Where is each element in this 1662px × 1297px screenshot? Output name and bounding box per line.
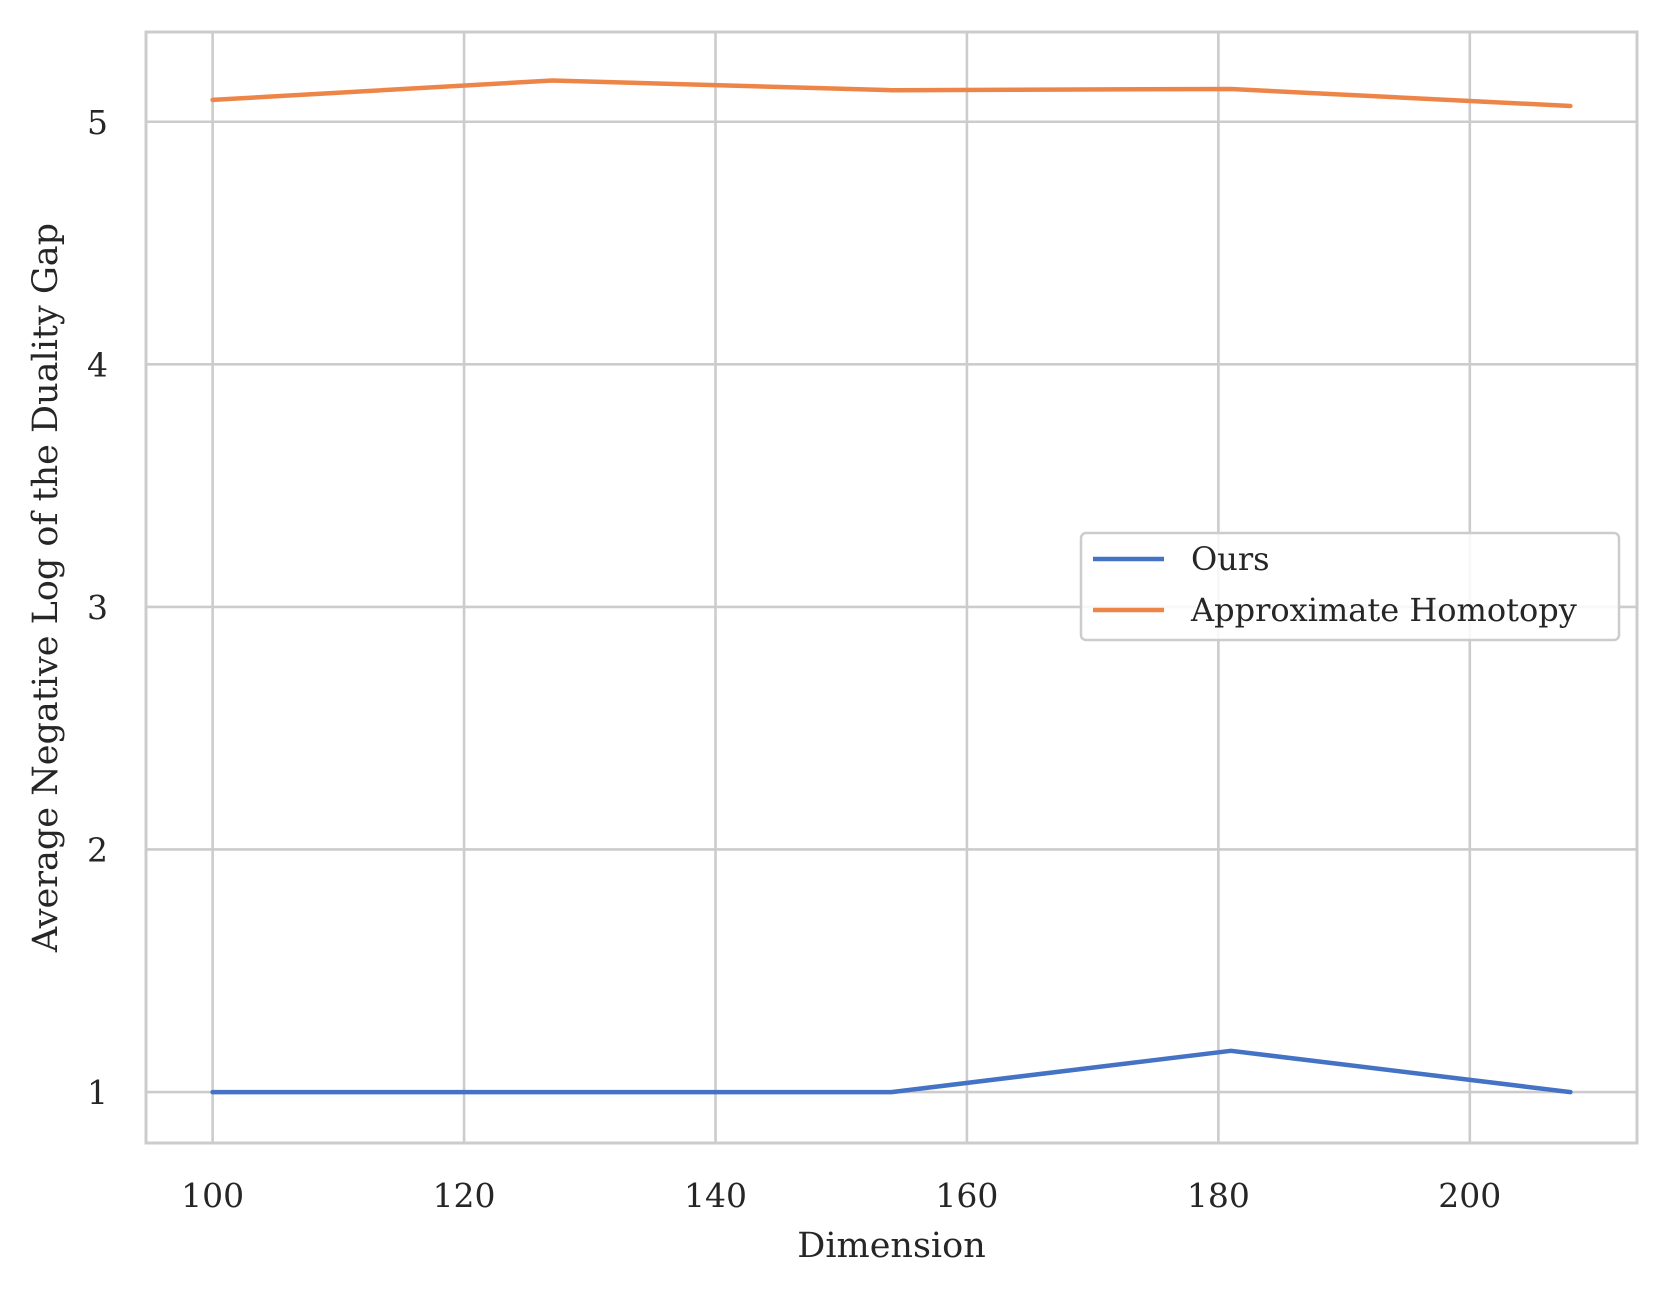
series-line-1 <box>210 78 1573 109</box>
x-tick-label: 140 <box>684 1176 747 1215</box>
series-lines <box>210 78 1573 1095</box>
x-tick-label: 120 <box>433 1176 496 1215</box>
x-tick-label: 100 <box>181 1176 244 1215</box>
y-tick-label: 5 <box>87 103 108 142</box>
tick-labels: 100 120 140 160 180 200 1 2 3 4 5 <box>87 103 1501 1215</box>
y-tick-label: 1 <box>87 1073 108 1112</box>
legend-label-0: Ours <box>1191 540 1270 578</box>
y-tick-label: 4 <box>87 345 108 384</box>
x-tick-label: 200 <box>1438 1176 1501 1215</box>
x-tick-label: 180 <box>1187 1176 1250 1215</box>
x-tick-label: 160 <box>935 1176 998 1215</box>
legend-label-1: Approximate Homotopy <box>1190 591 1577 629</box>
series-line-0 <box>210 1048 1573 1095</box>
y-tick-label: 3 <box>87 588 108 627</box>
legend: Ours Approximate Homotopy <box>1079 531 1621 642</box>
y-axis-label: Average Negative Log of the Duality Gap <box>26 223 66 953</box>
plot-frame <box>144 30 1639 1145</box>
legend-box <box>1079 531 1621 642</box>
plot-border <box>144 30 1639 1145</box>
y-tick-label: 2 <box>87 830 108 869</box>
x-axis-label: Dimension <box>797 1226 985 1266</box>
